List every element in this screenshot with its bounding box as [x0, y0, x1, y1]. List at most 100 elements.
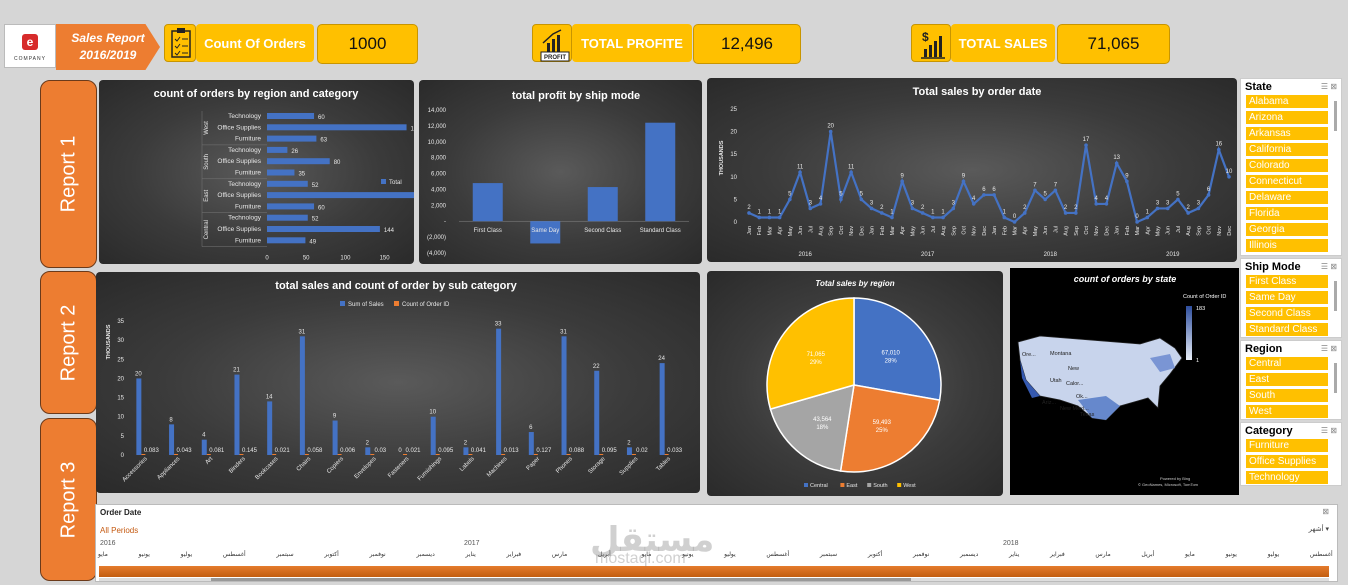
timeline-month[interactable]: أكتوبر [867, 552, 883, 558]
timeline-month[interactable]: سبتمبر [276, 552, 294, 558]
y-tick-label: 5 [121, 434, 125, 440]
timeline-month[interactable]: فبراير [1050, 552, 1065, 558]
company-name: COMPANY [14, 56, 46, 62]
category-slicer-items: Furniture Office Supplies Technology [1241, 439, 1341, 484]
timeline-month[interactable]: أبريل [1141, 552, 1155, 558]
timeline-selection-bar[interactable] [99, 566, 1329, 577]
point [1022, 211, 1027, 215]
timeline-month[interactable]: أغسطس [1309, 552, 1333, 558]
slicer-item[interactable]: Second Class [1246, 307, 1328, 320]
timeline-month[interactable]: نوفمبر [369, 552, 386, 558]
timeline-month[interactable]: مارس [1095, 552, 1111, 558]
point [920, 211, 925, 215]
timeline-month[interactable]: ديسمبر [416, 552, 435, 558]
point [757, 215, 762, 220]
timeline-month[interactable]: يوليو [1267, 552, 1280, 558]
count-bar [141, 454, 146, 455]
slicer-filter-icon[interactable]: ☰ ⊠ [1320, 344, 1337, 353]
slicer-item[interactable]: Furniture [1246, 439, 1328, 452]
timeline-month[interactable]: سبتمبر [819, 552, 838, 558]
report-2-tab[interactable]: Report 2 [40, 271, 97, 414]
timeline-month[interactable]: مارس [551, 552, 568, 558]
y-tick-label: 15 [117, 396, 124, 402]
timeline-clear-filter-icon[interactable]: ⊠ [1322, 507, 1329, 516]
timeline-month[interactable]: يوليو [724, 552, 736, 558]
y-tick-label: - [444, 219, 446, 225]
timeline-unit-dropdown[interactable]: أشهر ▾ [1308, 526, 1329, 533]
report-1-tab[interactable]: Report 1 [40, 80, 97, 268]
timeline-month[interactable]: يناير [465, 552, 476, 558]
slicer-filter-icon[interactable]: ☰ ⊠ [1320, 262, 1337, 271]
report-3-tab[interactable]: Report 3 [40, 418, 97, 581]
data-label: 0.088 [569, 448, 585, 454]
region-label: South [204, 154, 210, 170]
count-bar [631, 454, 636, 455]
timeline-month[interactable]: مايو [641, 552, 652, 558]
timeline-month[interactable]: فبراير [506, 552, 522, 558]
slicer-item[interactable]: Connecticut [1246, 175, 1328, 188]
slicer-item[interactable]: Central [1246, 357, 1328, 370]
ship-mode-slicer-title: Ship Mode [1245, 261, 1301, 273]
slicer-scrollbar[interactable] [1334, 281, 1337, 311]
point [992, 193, 996, 197]
slicer-item[interactable]: Same Day [1246, 291, 1328, 304]
timeline-month[interactable]: يوليو [180, 552, 193, 558]
timeline-month[interactable]: يونيو [682, 552, 694, 558]
slicer-item[interactable]: Office Supplies [1246, 455, 1328, 468]
point [982, 193, 986, 197]
slicer-item[interactable]: Illinois [1246, 239, 1328, 252]
slice-pct-label: 18% [816, 425, 829, 431]
slicer-item[interactable]: West [1246, 405, 1328, 418]
data-label: 4 [1105, 196, 1109, 202]
timeline-month[interactable]: مايو [98, 552, 108, 558]
slicer-filter-icon[interactable]: ☰ ⊠ [1320, 82, 1337, 91]
slicer-item[interactable]: Arizona [1246, 111, 1328, 124]
timeline-month[interactable]: ديسمبر [959, 552, 979, 558]
slicer-item[interactable]: First Class [1246, 275, 1328, 288]
x-tick-label: Jul [808, 226, 814, 233]
timeline-month[interactable]: يونيو [1225, 552, 1237, 558]
slicer-item[interactable]: Florida [1246, 207, 1328, 220]
y-tick-label: (4,000) [427, 251, 446, 257]
slicer-item[interactable]: Georgia [1246, 223, 1328, 236]
chart-title: total sales and count of order by sub ca… [275, 280, 517, 292]
slicer-item[interactable]: South [1246, 389, 1328, 402]
timeline-month[interactable]: يناير [1009, 552, 1020, 558]
slicer-item[interactable]: Standard Class [1246, 323, 1328, 336]
timeline-scroll-thumb[interactable] [211, 578, 911, 581]
data-label: 0.043 [177, 448, 193, 454]
x-tick-label: Dec [982, 226, 988, 236]
timeline-month[interactable]: مايو [1185, 552, 1195, 558]
timeline-month[interactable]: يونيو [138, 552, 150, 558]
timeline-scrollbar[interactable] [99, 578, 1329, 581]
legend-min: 1 [1196, 358, 1199, 364]
timeline-unit-label: أشهر [1308, 526, 1324, 533]
slicer-item[interactable]: Arkansas [1246, 127, 1328, 140]
timeline-month[interactable]: أغسطس [766, 552, 790, 558]
data-label: 26 [291, 149, 298, 155]
timeline-month[interactable]: أغسطس [222, 552, 246, 558]
data-label: 4 [202, 433, 206, 439]
slice-pct-label: 28% [885, 358, 898, 364]
slicer-item[interactable]: Technology [1246, 471, 1328, 484]
state-california [1020, 360, 1040, 398]
point [900, 179, 904, 184]
slice-pct-label: 29% [810, 360, 823, 366]
timeline-month[interactable]: أبريل [597, 552, 611, 558]
slicer-item[interactable]: Alabama [1246, 95, 1328, 108]
timeline-month[interactable]: أكتوبر [324, 552, 339, 558]
timeline-period[interactable]: All Periods [100, 526, 139, 535]
slicer-scrollbar[interactable] [1334, 101, 1337, 131]
slicer-item[interactable]: Colorado [1246, 159, 1328, 172]
count-bar [239, 454, 244, 455]
map-credit: Powered by Bing [1160, 476, 1190, 481]
slicer-scrollbar[interactable] [1334, 363, 1337, 393]
slicer-item[interactable]: East [1246, 373, 1328, 386]
chart-title: Total sales by region [815, 279, 894, 288]
slicer-filter-icon[interactable]: ☰ ⊠ [1320, 426, 1337, 435]
timeline-month[interactable]: نوفمبر [913, 552, 930, 558]
slicer-item[interactable]: California [1246, 143, 1328, 156]
data-label: 1 [1146, 209, 1150, 215]
slicer-item[interactable]: Delaware [1246, 191, 1328, 204]
legend-title: Count of Order ID [1183, 294, 1226, 300]
